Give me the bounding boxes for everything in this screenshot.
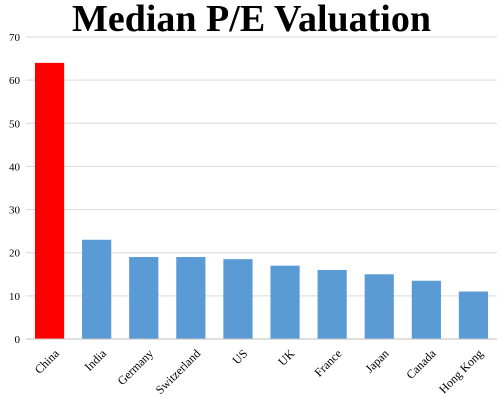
bar-uk — [270, 265, 300, 339]
y-tick-label: 20 — [9, 248, 21, 260]
x-category-label: Canada — [403, 346, 439, 382]
x-category-label: Japan — [362, 346, 391, 375]
x-category-label: UK — [275, 346, 297, 368]
chart-title: Median P/E Valuation — [72, 0, 431, 40]
y-tick-label: 0 — [15, 334, 21, 346]
y-tick-label: 40 — [9, 161, 21, 173]
x-category-label: Switzerland — [153, 346, 203, 396]
x-category-label: Germany — [115, 346, 156, 387]
x-category-label: China — [32, 346, 63, 377]
bar-japan — [364, 274, 394, 339]
bar-switzerland — [176, 257, 206, 339]
y-axis-ticks: 0 10 20 30 40 50 60 70 — [9, 32, 21, 346]
y-tick-label: 30 — [9, 205, 21, 217]
bar-hong-kong — [458, 291, 489, 339]
y-tick-label: 10 — [9, 291, 21, 303]
x-category-label: US — [230, 346, 251, 367]
x-category-label: France — [312, 346, 345, 379]
bar-germany — [129, 257, 159, 339]
x-category-label: Hong Kong — [436, 346, 486, 396]
bar-china — [34, 62, 65, 340]
bar-france — [317, 269, 347, 339]
bars — [34, 62, 489, 340]
bar-canada — [411, 280, 441, 339]
y-tick-label: 60 — [9, 75, 21, 87]
x-category-label: India — [82, 346, 110, 374]
y-tick-label: 70 — [9, 32, 21, 44]
y-tick-label: 50 — [9, 118, 21, 130]
bar-india — [82, 239, 112, 339]
bar-us — [223, 259, 253, 339]
